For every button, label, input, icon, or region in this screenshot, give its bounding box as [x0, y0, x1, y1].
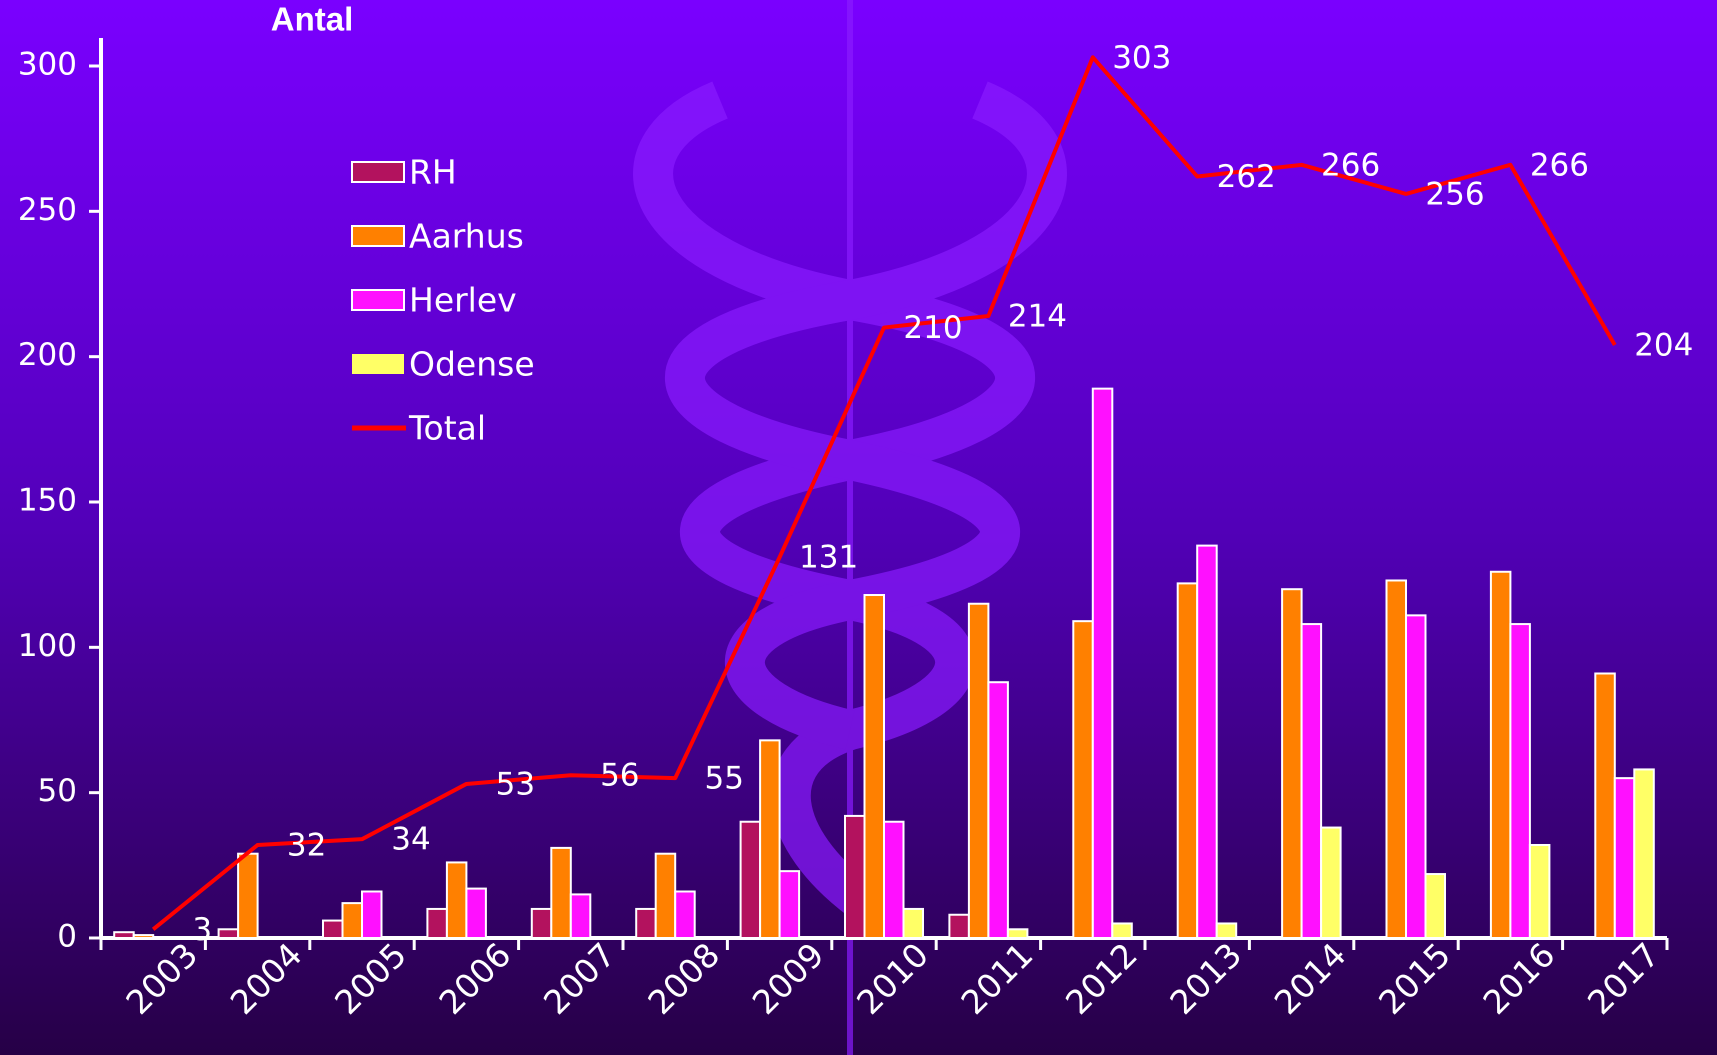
y-tick-label: 0 [57, 919, 77, 955]
bar [1111, 922, 1133, 940]
legend-label: Total [408, 409, 486, 448]
bar [569, 893, 592, 940]
bar [967, 602, 990, 939]
legend-swatch [351, 225, 405, 247]
bar [883, 820, 905, 940]
total-line [151, 55, 1617, 931]
y-tick-label: 50 [38, 773, 77, 809]
y-tick-label: 300 [18, 47, 77, 83]
bar [465, 887, 487, 940]
bar [322, 919, 344, 939]
y-axis-title: Antal [271, 1, 354, 38]
bar [445, 861, 468, 940]
bar [550, 846, 572, 939]
legend-label: Odense [409, 345, 535, 384]
bar [1509, 623, 1531, 940]
bar [759, 739, 781, 940]
data-label: 56 [600, 758, 639, 794]
data-label: 303 [1112, 40, 1171, 76]
bar [863, 594, 885, 939]
bar [1528, 843, 1551, 940]
bar [739, 820, 762, 940]
bar [1176, 582, 1199, 939]
bar [1091, 387, 1114, 939]
data-label: 214 [1008, 298, 1067, 334]
bar [361, 890, 383, 940]
bar [948, 913, 970, 939]
bar [1633, 768, 1655, 939]
bar [1613, 777, 1636, 940]
y-tick-label: 200 [18, 337, 77, 373]
bar [1385, 579, 1407, 939]
legend-swatch [352, 354, 404, 374]
data-label: 256 [1425, 176, 1484, 212]
bar [1405, 614, 1427, 939]
data-label: 55 [704, 761, 743, 797]
data-label: 210 [903, 310, 962, 346]
bar [635, 907, 657, 940]
legend-swatch [351, 289, 405, 311]
bar [987, 681, 1009, 939]
bar [113, 931, 135, 939]
bar [426, 907, 448, 940]
bar [654, 852, 677, 939]
bar [237, 852, 259, 939]
bar [1281, 588, 1303, 939]
bar [1489, 570, 1512, 939]
data-label: 266 [1530, 147, 1589, 183]
bar [844, 814, 866, 939]
bar [1196, 544, 1218, 939]
bar [1300, 623, 1323, 940]
data-label: 131 [799, 540, 858, 576]
y-tick-label: 150 [18, 483, 77, 519]
data-label: 53 [496, 766, 535, 802]
bar [778, 870, 801, 939]
legend-label: Herlev [409, 281, 517, 320]
bar [530, 907, 553, 940]
bar [674, 890, 696, 940]
data-label: 32 [287, 827, 326, 863]
bar [1006, 928, 1029, 940]
bar [217, 928, 240, 940]
bar [1215, 922, 1238, 940]
bar [132, 934, 155, 939]
bar [1320, 826, 1342, 940]
y-tick-label: 100 [18, 628, 77, 664]
bar [1594, 672, 1616, 939]
legend-swatch [351, 161, 405, 183]
y-tick-label: 250 [18, 192, 77, 228]
data-label: 204 [1634, 328, 1693, 364]
legend-label: RH [409, 153, 457, 192]
bar [1072, 620, 1094, 939]
bar [341, 902, 363, 939]
legend-label: Aarhus [409, 217, 524, 256]
bar [902, 907, 924, 940]
data-label: 262 [1217, 159, 1276, 195]
data-label: 266 [1321, 147, 1380, 183]
data-label: 34 [391, 822, 430, 858]
bar [1424, 873, 1446, 940]
data-label: 3 [192, 912, 212, 948]
